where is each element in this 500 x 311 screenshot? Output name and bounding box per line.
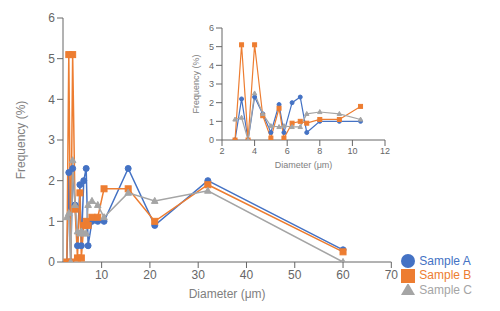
svg-text:20: 20 — [143, 268, 157, 282]
svg-text:8: 8 — [317, 146, 322, 156]
svg-text:1: 1 — [209, 117, 214, 127]
svg-text:2: 2 — [219, 146, 224, 156]
svg-text:1: 1 — [48, 215, 55, 229]
svg-text:3: 3 — [209, 79, 214, 89]
svg-text:40: 40 — [240, 268, 254, 282]
svg-text:4: 4 — [48, 93, 55, 107]
svg-text:60: 60 — [336, 268, 350, 282]
svg-text:Frequency (%): Frequency (%) — [191, 54, 201, 113]
svg-text:Diameter (μm): Diameter (μm) — [275, 160, 333, 170]
svg-text:2: 2 — [48, 174, 55, 188]
svg-text:2: 2 — [209, 98, 214, 108]
svg-text:10: 10 — [95, 268, 109, 282]
svg-text:6: 6 — [285, 146, 290, 156]
svg-text:Frequency (%): Frequency (%) — [14, 101, 28, 180]
svg-text:12: 12 — [380, 146, 390, 156]
svg-text:0: 0 — [48, 255, 55, 269]
svg-text:6: 6 — [48, 11, 55, 25]
svg-text:5: 5 — [209, 42, 214, 52]
svg-text:0: 0 — [209, 135, 214, 145]
svg-text:5: 5 — [48, 52, 55, 66]
svg-text:70: 70 — [385, 268, 399, 282]
svg-text:30: 30 — [192, 268, 206, 282]
svg-text:10: 10 — [347, 146, 357, 156]
svg-text:3: 3 — [48, 133, 55, 147]
svg-text:6: 6 — [209, 23, 214, 33]
html-text:Sample C: Sample C — [419, 283, 472, 298]
html-text:Sample B: Sample B — [419, 268, 472, 283]
html-text:Sample A: Sample A — [419, 253, 471, 268]
svg-text:4: 4 — [252, 146, 257, 156]
svg-text:4: 4 — [209, 61, 214, 71]
svg-text:Diameter (μm): Diameter (μm) — [189, 287, 266, 301]
svg-text:50: 50 — [288, 268, 302, 282]
